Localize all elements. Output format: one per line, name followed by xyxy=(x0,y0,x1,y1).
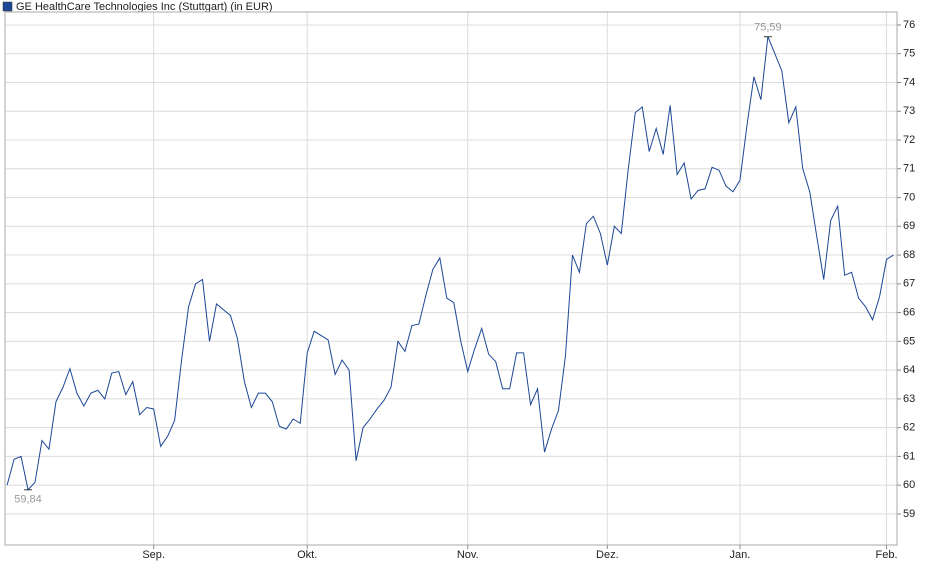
legend-swatch xyxy=(2,1,13,12)
x-tick-label: Nov. xyxy=(457,549,479,561)
x-tick-label: Okt. xyxy=(297,549,317,561)
y-tick-label: 63 xyxy=(903,393,915,405)
y-tick-label: 67 xyxy=(903,278,915,290)
y-tick-label: 75 xyxy=(903,48,915,60)
x-tick-label: Sep. xyxy=(142,549,165,561)
price-line xyxy=(6,36,894,491)
y-tick-label: 62 xyxy=(903,422,915,434)
value-label: 59,84 xyxy=(14,494,42,506)
y-tick-label: 59 xyxy=(903,508,915,520)
y-tick-label: 74 xyxy=(903,76,915,88)
y-tick-label: 68 xyxy=(903,249,915,261)
x-tick-label: Jan. xyxy=(730,549,751,561)
y-tick-label: 71 xyxy=(903,163,915,175)
x-tick-label: Feb. xyxy=(876,549,898,561)
plot-frame xyxy=(4,11,898,546)
chart-title: GE HealthCare Technologies Inc (Stuttgar… xyxy=(16,1,273,13)
y-tick-label: 65 xyxy=(903,335,915,347)
y-tick-label: 72 xyxy=(903,134,915,146)
y-tick-label: 69 xyxy=(903,220,915,232)
y-tick-label: 66 xyxy=(903,306,915,318)
y-tick-label: 61 xyxy=(903,450,915,462)
y-tick-label: 70 xyxy=(903,191,915,203)
y-tick-label: 73 xyxy=(903,105,915,117)
y-tick-label: 60 xyxy=(903,479,915,491)
y-tick-label: 64 xyxy=(903,364,915,376)
y-tick-label: 76 xyxy=(903,19,915,31)
value-label: 75,59 xyxy=(754,22,782,34)
x-tick-label: Dez. xyxy=(596,549,619,561)
